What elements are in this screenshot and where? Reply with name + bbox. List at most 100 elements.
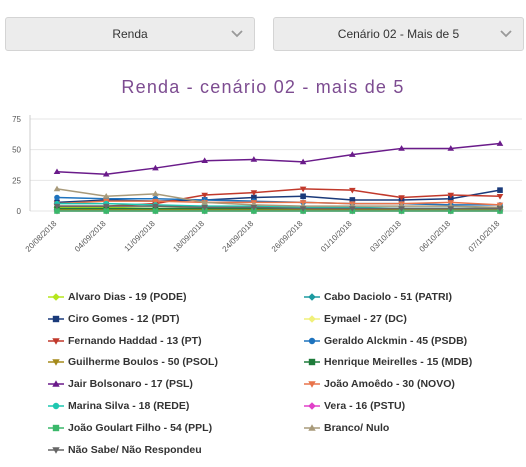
legend-item[interactable]: Marina Silva - 18 (REDE) <box>48 398 189 414</box>
legend-item[interactable]: Jair Bolsonaro - 17 (PSL) <box>48 376 193 392</box>
line-chart: 0 25 50 75 20/08/2018 04/09/2018 11/09/2018 18/… <box>12 115 522 254</box>
legend-label: Branco/ Nulo <box>324 421 390 434</box>
data-point[interactable] <box>54 208 60 214</box>
legend-marker-icon <box>48 424 64 431</box>
data-point[interactable] <box>250 205 258 211</box>
data-point[interactable] <box>250 156 258 162</box>
data-point[interactable] <box>201 192 208 199</box>
data-point[interactable] <box>349 197 356 203</box>
series-line <box>56 142 501 175</box>
legend-item[interactable]: Branco/ Nulo <box>304 420 389 436</box>
legend-marker-icon <box>48 315 64 322</box>
legend-item[interactable]: João Goulart Filho - 54 (PPL) <box>48 420 212 436</box>
data-point[interactable] <box>102 170 110 177</box>
legend-label: Geraldo Alckmin - 45 (PSDB) <box>324 334 468 347</box>
legend-marker-icon <box>48 380 64 387</box>
legend-marker-icon <box>48 402 64 410</box>
x-tick-label: 20/08/2018 <box>24 219 59 254</box>
data-point[interactable] <box>496 140 504 146</box>
legend-label: João Amoêdo - 30 (NOVO) <box>324 378 455 391</box>
legend-label: Jair Bolsonaro - 17 (PSL) <box>68 378 193 391</box>
series-line <box>56 200 501 206</box>
legend-label: Marina Silva - 18 (REDE) <box>68 400 190 412</box>
data-point[interactable] <box>201 157 208 164</box>
data-point[interactable] <box>398 145 405 151</box>
data-point[interactable] <box>497 187 503 193</box>
data-point[interactable] <box>201 208 208 214</box>
data-point[interactable] <box>103 208 110 214</box>
renda-dropdown-label: Renda <box>112 27 148 41</box>
legend-label: Fernando Haddad - 13 (PT) <box>68 334 202 347</box>
legend-item[interactable]: Cabo Daciolo - 51 (PATRI) <box>304 289 452 305</box>
legend-marker-icon <box>304 381 320 388</box>
legend-label: Guilherme Boulos - 50 (PSOL) <box>68 356 218 369</box>
data-point[interactable] <box>447 145 455 151</box>
data-point[interactable] <box>398 206 405 212</box>
renda-dropdown[interactable]: Renda <box>5 17 255 51</box>
data-point[interactable] <box>152 190 159 197</box>
data-point[interactable] <box>102 203 110 210</box>
x-tick-label: 04/09/2018 <box>73 219 108 254</box>
data-point[interactable] <box>152 164 159 171</box>
legend-item[interactable]: Alvaro Dias - 19 (PODE) <box>48 289 186 305</box>
legend-item[interactable]: Ciro Gomes - 12 (PDT) <box>48 311 179 327</box>
data-point[interactable] <box>201 199 208 205</box>
data-point[interactable] <box>250 190 258 196</box>
data-point[interactable] <box>496 206 504 212</box>
x-tick-label: 06/10/2018 <box>418 219 453 254</box>
data-point[interactable] <box>251 208 257 214</box>
y-tick-label: 25 <box>12 176 21 185</box>
legend-item[interactable]: Vera - 16 (PSTU) <box>304 398 405 414</box>
data-point[interactable] <box>447 206 455 212</box>
legend-item[interactable]: Fernando Haddad - 13 (PT) <box>48 333 202 349</box>
data-point[interactable] <box>447 195 454 202</box>
x-tick-label: 26/09/2018 <box>270 219 305 254</box>
chevron-down-icon <box>500 30 512 38</box>
data-point[interactable] <box>496 193 504 200</box>
data-point[interactable] <box>201 205 208 211</box>
data-point[interactable] <box>299 206 307 212</box>
legend-marker-icon <box>304 359 320 366</box>
legend-item[interactable]: João Amoêdo - 30 (NOVO) <box>304 376 455 392</box>
chart-title: Renda - cenário 02 - mais de 5 <box>121 77 405 97</box>
cenario-dropdown-label: Cenário 02 - Mais de 5 <box>337 27 460 41</box>
legend-item[interactable]: Não Sabe/ Não Respondeu <box>48 442 202 458</box>
legend-label: Não Sabe/ Não Respondeu <box>68 443 202 456</box>
data-point[interactable] <box>53 185 61 192</box>
y-tick-label: 0 <box>17 207 22 216</box>
data-point[interactable] <box>53 168 61 175</box>
data-point[interactable] <box>152 203 159 210</box>
data-point[interactable] <box>299 186 307 193</box>
legend-item[interactable]: Eymael - 27 (DC) <box>304 311 407 327</box>
legend-marker-icon <box>304 293 320 301</box>
legend-item[interactable]: Guilherme Boulos - 50 (PSOL) <box>48 354 218 370</box>
legend-item[interactable]: Geraldo Alckmin - 45 (PSDB) <box>304 333 467 349</box>
x-tick-label: 24/09/2018 <box>221 219 256 254</box>
data-point[interactable] <box>300 193 306 200</box>
data-point[interactable] <box>152 198 159 205</box>
data-point[interactable] <box>299 158 307 165</box>
legend-marker-icon <box>304 402 320 410</box>
legend-item[interactable]: Henrique Meirelles - 15 (MDB) <box>304 354 472 370</box>
cenario-dropdown[interactable]: Cenário 02 - Mais de 5 <box>273 17 524 51</box>
data-point[interactable] <box>349 206 356 212</box>
data-point[interactable] <box>398 195 405 201</box>
data-point[interactable] <box>251 194 257 201</box>
data-point[interactable] <box>152 208 159 214</box>
data-point[interactable] <box>349 187 356 194</box>
x-tick-label: 01/10/2018 <box>319 219 354 254</box>
legend-marker-icon <box>304 314 320 323</box>
data-point[interactable] <box>349 151 356 157</box>
y-tick-label: 75 <box>12 115 21 124</box>
x-tick-label: 11/09/2018 <box>123 219 158 254</box>
data-point[interactable] <box>102 192 110 199</box>
data-point[interactable] <box>447 192 455 199</box>
data-point[interactable] <box>53 203 61 210</box>
legend-label: Cabo Daciolo - 51 (PATRI) <box>324 291 452 303</box>
series-line <box>56 188 501 209</box>
legend-marker-icon <box>48 337 64 345</box>
legend-label: Vera - 16 (PSTU) <box>324 400 406 412</box>
legend-marker-icon <box>48 359 64 367</box>
legend-marker-icon <box>48 293 64 301</box>
data-point[interactable] <box>54 194 60 201</box>
